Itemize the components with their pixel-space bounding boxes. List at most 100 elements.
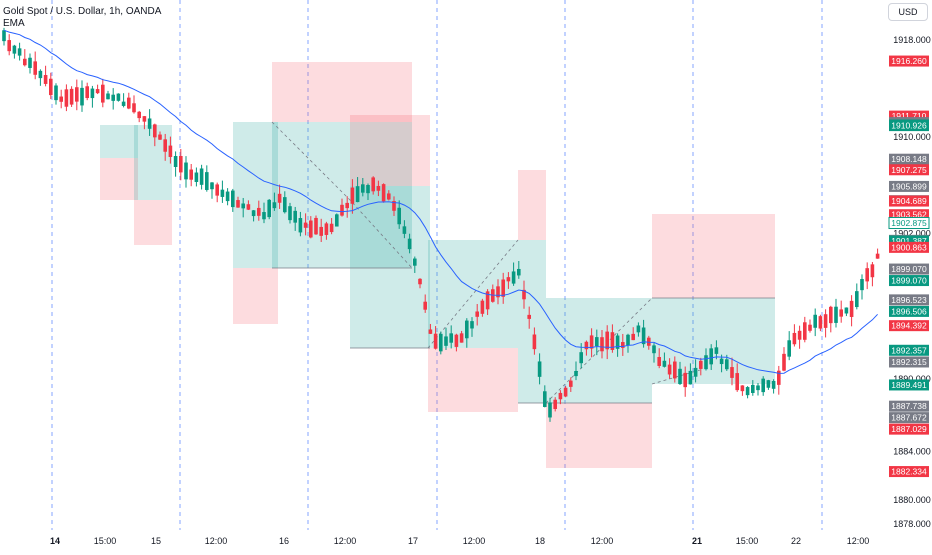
candle-body bbox=[465, 320, 469, 339]
price-tick-label: 1884.000 bbox=[893, 446, 931, 456]
candle-body bbox=[470, 321, 474, 329]
price-tag: 1911.710 bbox=[889, 110, 929, 122]
candle-body bbox=[579, 352, 583, 364]
candle-body bbox=[730, 367, 734, 378]
time-axis-label: 12:00 bbox=[205, 536, 228, 546]
loss-zone[interactable] bbox=[100, 158, 138, 200]
loss-zone[interactable] bbox=[272, 62, 412, 122]
candle-body bbox=[293, 210, 297, 223]
price-tag: 1903.562 bbox=[889, 209, 929, 221]
candle-body bbox=[371, 177, 375, 192]
candle-body bbox=[43, 75, 48, 84]
loss-zone[interactable] bbox=[233, 268, 278, 324]
candle-body bbox=[777, 370, 781, 385]
price-tag-bg bbox=[889, 164, 929, 176]
candle-body bbox=[548, 402, 552, 418]
price-tag: 1889.491 bbox=[889, 379, 929, 391]
candlesticks bbox=[2, 27, 880, 422]
currency-button[interactable]: USD bbox=[888, 3, 928, 21]
candle-body bbox=[574, 370, 578, 377]
loss-zone[interactable] bbox=[652, 214, 775, 298]
candle-body bbox=[496, 286, 500, 298]
candle-body bbox=[142, 116, 147, 122]
price-tag: 1887.738 bbox=[889, 400, 929, 412]
candle-body bbox=[262, 212, 266, 220]
profit-zone[interactable] bbox=[350, 186, 430, 348]
candle-body bbox=[543, 391, 547, 407]
position-zones[interactable] bbox=[100, 62, 775, 468]
loss-zone[interactable] bbox=[546, 403, 652, 468]
loss-zone[interactable] bbox=[428, 348, 518, 412]
candle-body bbox=[792, 332, 797, 345]
price-tag-bg bbox=[888, 217, 930, 230]
candle-body bbox=[376, 185, 381, 191]
price-tag: 1887.672 bbox=[889, 412, 929, 424]
candle-body bbox=[673, 361, 677, 379]
price-tag-label: 1911.710 bbox=[892, 111, 927, 121]
price-tag-bg bbox=[889, 320, 929, 332]
candle-body bbox=[714, 347, 719, 354]
candle-body bbox=[558, 392, 563, 400]
candle-body bbox=[413, 258, 417, 266]
candle-body bbox=[839, 309, 843, 317]
candle-body bbox=[158, 134, 162, 140]
price-tag-bg bbox=[889, 180, 929, 192]
candle-body bbox=[153, 124, 157, 138]
price-tag-bg bbox=[889, 356, 929, 368]
candle-body bbox=[855, 291, 859, 308]
price-tag: 1907.275 bbox=[889, 164, 929, 176]
candle-body bbox=[75, 87, 79, 102]
candle-body bbox=[423, 301, 427, 310]
candle-body bbox=[33, 61, 37, 75]
candle-body bbox=[111, 94, 115, 101]
candle-body bbox=[101, 84, 105, 103]
loss-zone[interactable] bbox=[134, 200, 172, 245]
price-tag-bg bbox=[889, 344, 929, 356]
candle-body bbox=[220, 189, 225, 197]
candle-body bbox=[59, 96, 63, 102]
candle-body bbox=[823, 314, 828, 328]
candle-body bbox=[381, 184, 386, 202]
profit-zone[interactable] bbox=[100, 125, 138, 158]
candle-body bbox=[818, 316, 823, 329]
time-axis[interactable]: 14 15:00 15 12:00 16 12:00 17 12:00 18 12:00 21 15:… bbox=[50, 536, 869, 546]
price-tag-bg bbox=[889, 379, 929, 391]
session-separators bbox=[51, 0, 823, 530]
candle-body bbox=[657, 356, 661, 366]
candle-body bbox=[28, 57, 32, 68]
candle-body bbox=[829, 306, 833, 324]
price-tick-label: 1910.000 bbox=[893, 132, 931, 142]
loss-zone[interactable] bbox=[350, 115, 430, 186]
profit-zone[interactable] bbox=[652, 298, 775, 384]
price-tag-label: 1889.491 bbox=[891, 380, 927, 390]
candle-body bbox=[771, 380, 776, 389]
candle-body bbox=[787, 340, 791, 357]
candle-body bbox=[402, 226, 407, 234]
candle-body bbox=[667, 364, 672, 375]
candle-body bbox=[865, 268, 869, 282]
candle-body bbox=[64, 89, 69, 107]
candle-body bbox=[137, 111, 141, 119]
loss-zone[interactable] bbox=[518, 170, 546, 240]
candle-body bbox=[532, 334, 537, 350]
candle-body bbox=[49, 78, 53, 96]
candle-body bbox=[251, 210, 256, 217]
candle-body bbox=[584, 341, 589, 350]
price-scale[interactable]: 1918.000 1910.000 1902.000 1890.000 1884.000… bbox=[893, 35, 931, 529]
candle-body bbox=[735, 373, 739, 391]
price-tag-label: 1896.506 bbox=[891, 306, 927, 316]
candle-body bbox=[626, 334, 630, 346]
profit-zone[interactable] bbox=[518, 240, 546, 403]
candle-body bbox=[231, 190, 235, 208]
price-tag: 1892.357 bbox=[889, 344, 929, 356]
indicator-label[interactable]: EMA bbox=[3, 18, 25, 29]
candle-body bbox=[194, 172, 199, 182]
candle-body bbox=[277, 193, 282, 203]
candle-body bbox=[355, 186, 360, 203]
candle-body bbox=[808, 324, 812, 331]
profit-zone[interactable] bbox=[233, 122, 278, 268]
price-tag-bg bbox=[889, 241, 929, 253]
price-tick-label: 1880.000 bbox=[893, 495, 931, 505]
